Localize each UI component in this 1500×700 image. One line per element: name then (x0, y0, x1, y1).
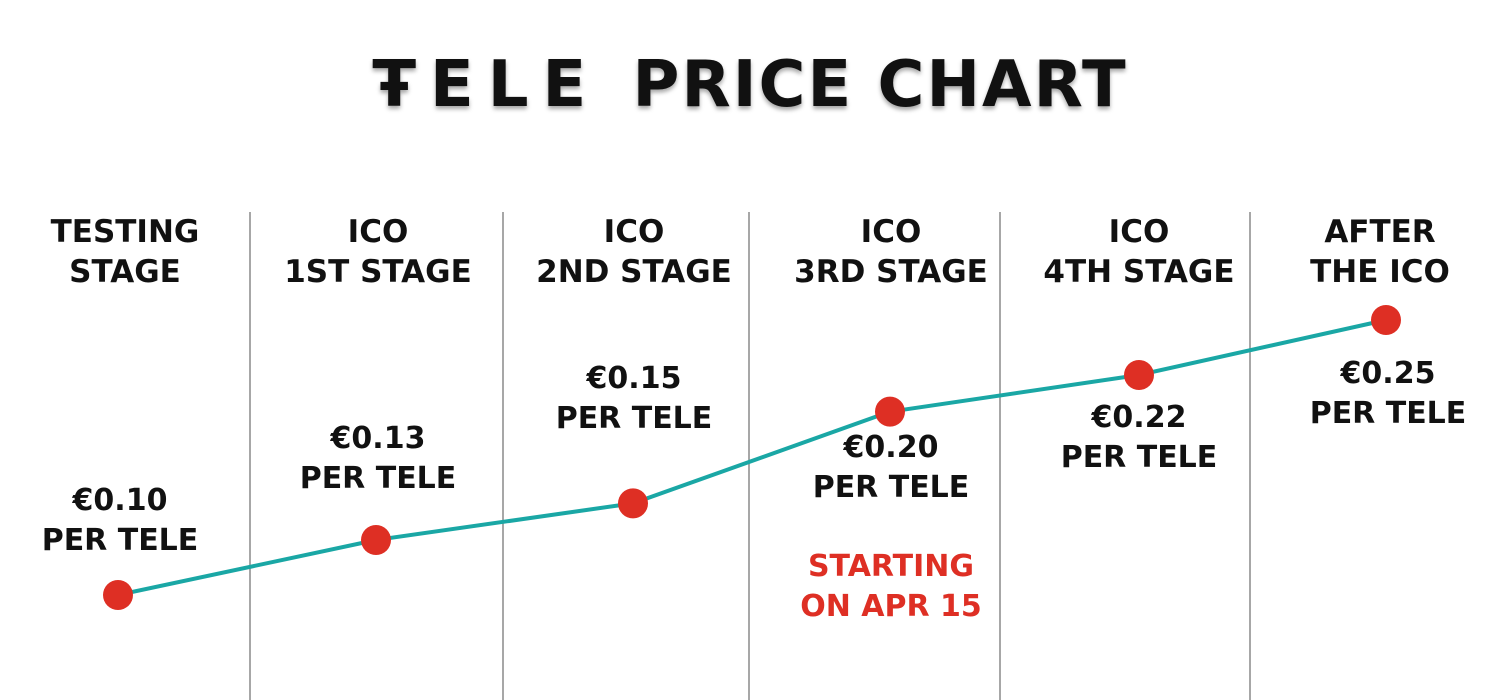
stage-label: ICO (348, 214, 409, 250)
stage-label: 4TH STAGE (1043, 254, 1234, 290)
price-data-label: €0.15 (586, 361, 682, 396)
chart-title-brand: ŦELE (372, 48, 601, 122)
stage-label: STAGE (69, 254, 181, 290)
price-point (103, 580, 133, 610)
stage-label: ICO (861, 214, 922, 250)
stage-label: AFTER (1324, 214, 1435, 250)
stage-label: 3RD STAGE (794, 254, 988, 290)
price-series-line (117, 318, 1387, 597)
price-data-label: PER TELE (813, 470, 970, 505)
price-point (1371, 305, 1401, 335)
price-data-label: PER TELE (1061, 440, 1218, 475)
stage-label: TESTING (51, 214, 200, 250)
stage-label: ICO (1109, 214, 1170, 250)
price-point (1124, 360, 1154, 390)
launch-note: ON APR 15 (800, 589, 982, 624)
stage-label: THE ICO (1310, 254, 1450, 290)
price-data-label: PER TELE (556, 401, 713, 436)
price-data-label: PER TELE (1310, 396, 1467, 431)
launch-note: STARTING (808, 549, 974, 584)
price-data-label: €0.13 (330, 421, 426, 456)
price-data-label: PER TELE (300, 461, 457, 496)
stage-label: 1ST STAGE (284, 254, 472, 290)
chart-title: ŦELE PRICE CHART (0, 48, 1500, 122)
stage-label: ICO (604, 214, 665, 250)
price-data-label: €0.10 (72, 483, 168, 518)
price-data-label: €0.22 (1091, 400, 1187, 435)
price-data-label: PER TELE (42, 523, 199, 558)
stage-label: 2ND STAGE (536, 254, 732, 290)
price-data-label: €0.20 (843, 430, 939, 465)
price-point (361, 525, 391, 555)
chart-title-text: PRICE CHART (632, 48, 1128, 122)
price-data-label: €0.25 (1340, 356, 1436, 391)
price-point (875, 396, 905, 427)
price-point (618, 488, 648, 519)
